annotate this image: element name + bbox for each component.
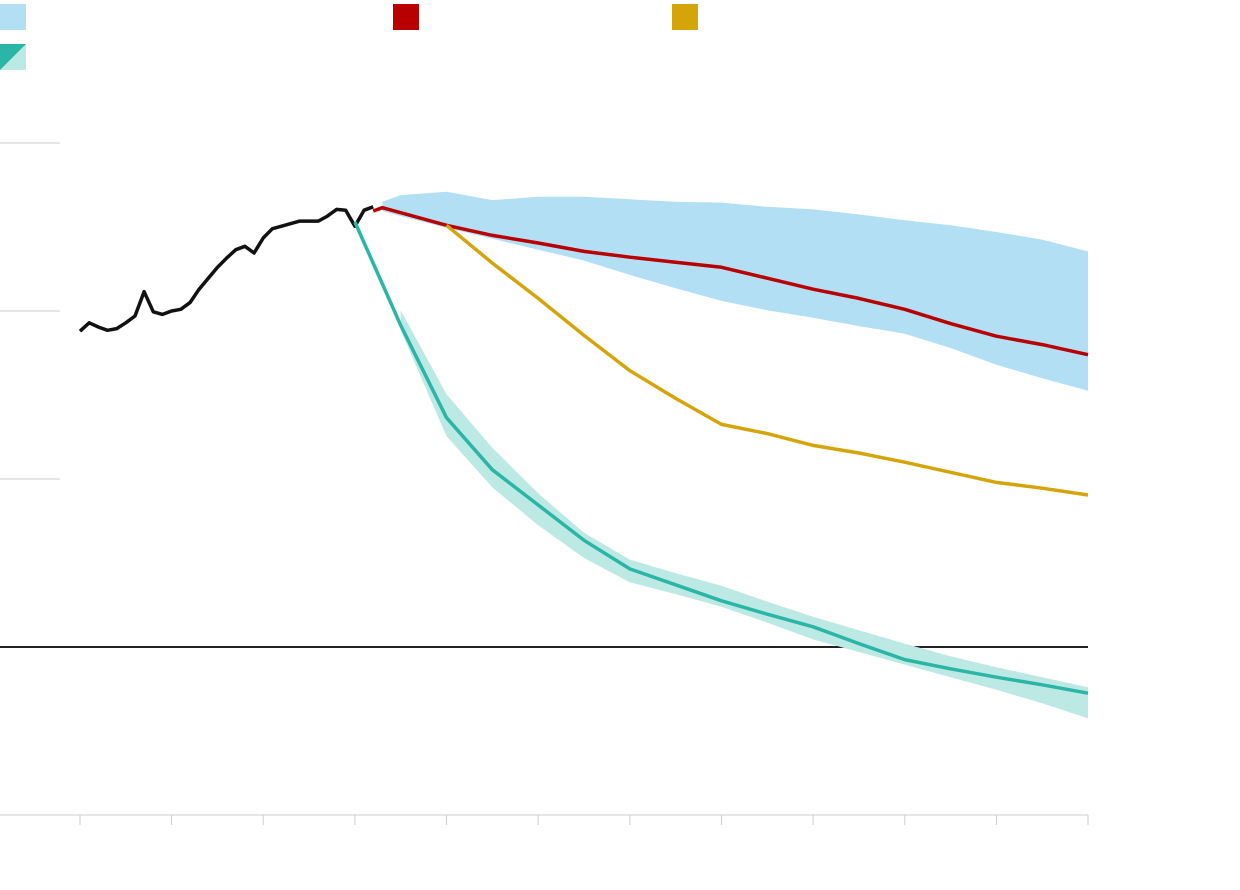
series-line (78, 205, 374, 333)
series-line (445, 223, 1089, 497)
legend-swatch (393, 4, 419, 30)
uncertainty-band (382, 191, 1088, 391)
uncertainty-band (400, 310, 1088, 719)
legend-swatch (672, 4, 698, 30)
legend-swatch (0, 4, 26, 30)
legend-swatch (0, 44, 26, 70)
series-line (372, 205, 1089, 357)
series-line (353, 221, 1089, 695)
